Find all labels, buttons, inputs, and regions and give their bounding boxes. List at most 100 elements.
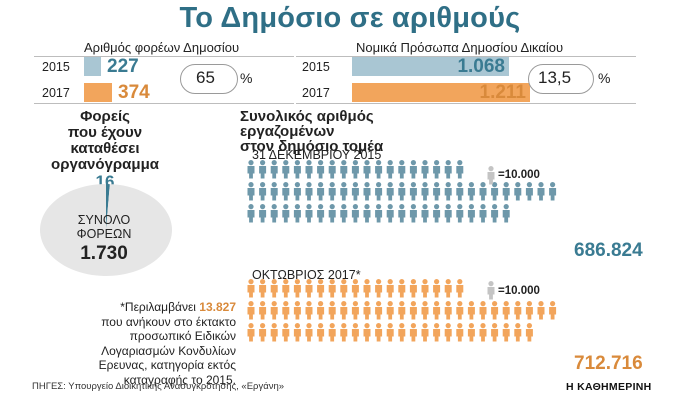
person-icon: [502, 301, 510, 320]
person-icon: [375, 301, 383, 320]
person-icon: [328, 279, 336, 298]
person-icon: [351, 160, 359, 179]
person-icon: [433, 160, 441, 179]
person-icon: [433, 279, 441, 298]
person-icon: [398, 204, 406, 223]
person-icon: [340, 204, 348, 223]
person-icon: [549, 182, 557, 201]
bodies-bar-2015: [84, 57, 101, 76]
person-icon: [444, 204, 452, 223]
person-icon: [421, 323, 429, 342]
person-icon: [259, 204, 267, 223]
bodies-change-value: 65: [196, 68, 215, 87]
bodies-divider-bottom: [34, 103, 294, 104]
person-icon: [317, 301, 325, 320]
person-icon: [398, 160, 406, 179]
legal-divider: [296, 56, 636, 57]
person-icon: [421, 182, 429, 201]
footnote-prefix: *Περιλαμβάνει: [120, 300, 196, 314]
person-icon: [282, 279, 290, 298]
person-icon: [247, 204, 255, 223]
page-title: Το Δημόσιο σε αριθμούς: [179, 2, 521, 34]
person-icon: [259, 279, 267, 298]
person-icon: [433, 182, 441, 201]
person-icon: [270, 301, 278, 320]
legal-year-2017: 2017: [302, 86, 330, 100]
employees-heading-line: Συνολικός αριθμός εργαζομένων: [240, 108, 374, 140]
person-icon: [479, 323, 487, 342]
person-icon: [375, 323, 383, 342]
person-icon: [502, 204, 510, 223]
person-icon: [247, 301, 255, 320]
person-icon: [305, 204, 313, 223]
brand-logo-text: Η ΚΑΘΗΜΕΡΙΝΗ: [566, 381, 652, 393]
person-icon: [525, 323, 533, 342]
person-icon: [398, 323, 406, 342]
person-icon: [351, 279, 359, 298]
person-icon: [491, 301, 499, 320]
person-icon: [351, 301, 359, 320]
orgcharts-total-label-line: ΣΥΝΟΛΟ: [77, 213, 131, 227]
person-icon: [270, 160, 278, 179]
person-icon: [409, 160, 417, 179]
person-icon: [363, 160, 371, 179]
legal-change-unit: %: [598, 70, 611, 86]
footnote-line: Ερευνας, κατηγορία εκτός: [98, 358, 236, 372]
person-icon: [467, 182, 475, 201]
legal-divider-bottom: [296, 103, 636, 104]
source-note: ΠΗΓΕΣ: Υπουργείο Διοικητικής Ανασυγκρότη…: [32, 381, 285, 392]
legal-value-2015: 1.068: [457, 56, 505, 77]
person-icon: [363, 323, 371, 342]
legend-unit-2015: =10.000: [498, 169, 540, 181]
person-icon: [386, 301, 394, 320]
person-icon: [467, 301, 475, 320]
orgcharts-pie: [40, 184, 172, 276]
bodies-label: Αριθμός φορέων Δημοσίου: [84, 40, 240, 55]
person-icon: [259, 182, 267, 201]
person-icon: [270, 182, 278, 201]
person-icon: [525, 182, 533, 201]
period-label-2015: 31 ΔΕΚΕΜΒΡΙΟΥ 2015: [252, 148, 382, 162]
pie-slice-rest: [40, 184, 172, 276]
person-icon: [433, 301, 441, 320]
person-icon: [259, 301, 267, 320]
legal-label: Νομικά Πρόσωπα Δημοσίου Δικαίου: [356, 40, 564, 55]
person-icon: [491, 323, 499, 342]
person-icon: [487, 166, 495, 185]
orgcharts-heading: Φορείς που έχουν καταθέσει οργανόγραμμα: [30, 109, 180, 173]
person-icon: [525, 301, 533, 320]
footnote-line: προσωπικό Ειδικών: [129, 329, 236, 343]
person-icon: [305, 182, 313, 201]
person-icon: [317, 323, 325, 342]
orgcharts-heading-line: καταθέσει: [70, 140, 140, 157]
person-icon: [444, 301, 452, 320]
employees-heading: Συνολικός αριθμός εργαζομένων στον δημόσ…: [240, 109, 470, 154]
legend-unit-2017: =10.000: [498, 285, 540, 297]
bodies-change-unit: %: [240, 70, 253, 86]
person-icon: [386, 182, 394, 201]
person-icon: [514, 182, 522, 201]
person-icon: [398, 182, 406, 201]
person-icon: [282, 301, 290, 320]
person-icon: [247, 323, 255, 342]
footnote: *Περιλαμβάνει 13.827 που ανήκουν στο έκτ…: [24, 300, 236, 387]
person-icon: [351, 323, 359, 342]
person-icon: [328, 160, 336, 179]
person-icon: [421, 204, 429, 223]
bodies-value-2015: 227: [107, 56, 139, 77]
person-icon: [421, 279, 429, 298]
person-icon: [340, 279, 348, 298]
person-icon: [317, 204, 325, 223]
person-icon: [502, 323, 510, 342]
legal-year-2015: 2015: [302, 60, 330, 74]
person-icon: [409, 323, 417, 342]
person-icon: [363, 279, 371, 298]
person-icon: [386, 279, 394, 298]
person-icon: [363, 204, 371, 223]
person-icon: [491, 182, 499, 201]
person-icon: [259, 323, 267, 342]
person-icon: [340, 182, 348, 201]
person-icon: [293, 323, 301, 342]
person-icon: [317, 160, 325, 179]
